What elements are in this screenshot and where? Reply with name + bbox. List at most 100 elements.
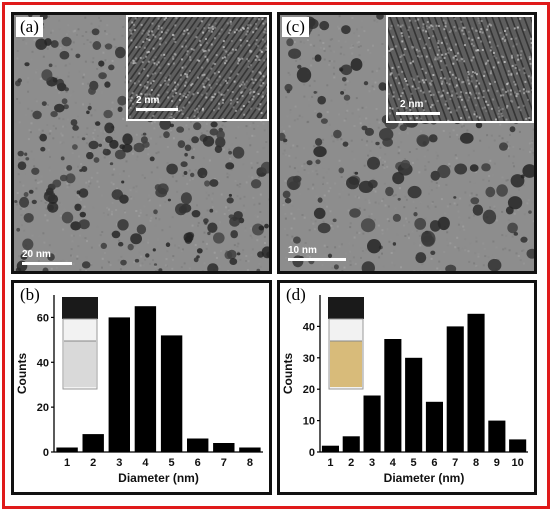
x-tick-label: 3 [369, 457, 375, 469]
nanoparticle [340, 64, 353, 76]
nanoparticle [379, 128, 394, 141]
nanoparticle [76, 190, 81, 195]
nanoparticle [35, 38, 48, 50]
inset-scale-bar-c [396, 112, 440, 115]
nanoparticle [100, 242, 108, 249]
nanoparticle [66, 165, 73, 171]
lattice-fringes-c [388, 17, 532, 121]
nanoparticle [342, 77, 347, 82]
nanoparticle [284, 83, 293, 92]
nanoparticle [520, 174, 525, 179]
nanoparticle [177, 140, 186, 148]
x-tick-label: 4 [390, 457, 397, 469]
nanoparticle [130, 233, 142, 245]
nanoparticle [191, 210, 201, 218]
nanoparticle [91, 28, 100, 36]
nanoparticle [28, 189, 34, 194]
nanoparticle [98, 143, 103, 147]
nanoparticle [209, 179, 219, 187]
nanoparticle [72, 125, 79, 131]
histogram-d: 1 2 3 4 5 6 7 8 9 10 0 10 20 30 40 Diameter (nm) Counts [281, 295, 528, 485]
nanoparticle [60, 156, 65, 161]
nanoparticle [175, 203, 187, 216]
nanoparticle [286, 176, 301, 191]
nanoparticle [134, 258, 140, 263]
x-tick-label: 3 [116, 457, 122, 469]
nanoparticle [333, 129, 342, 139]
histogram-bar [488, 420, 506, 452]
x-tick-label: 6 [431, 457, 437, 469]
nanoparticle [193, 122, 202, 131]
nanoparticle [104, 122, 115, 134]
nanoparticle [392, 172, 405, 185]
nanoparticle [319, 20, 330, 31]
nanoparticle [42, 267, 49, 271]
nanoparticle [445, 264, 457, 271]
nanoparticle [316, 112, 323, 119]
nanoparticle [154, 184, 162, 191]
y-tick-label: 40 [303, 321, 315, 333]
nanoparticle [227, 249, 237, 260]
y-tick-label: 40 [37, 357, 49, 369]
nanoparticle [264, 223, 269, 229]
nanoparticle [313, 91, 317, 94]
nanoparticle [341, 25, 351, 35]
x-tick-label: 1 [64, 457, 70, 469]
y-axis-label: Counts [281, 353, 295, 395]
histogram-bar [425, 401, 443, 452]
nanoparticle [180, 161, 188, 168]
nanoparticle [230, 230, 238, 239]
nanoparticle [103, 109, 113, 119]
y-axis-label: Counts [15, 353, 29, 395]
nanoparticle [510, 174, 525, 188]
inset-scale-label-a: 2 nm [136, 95, 160, 106]
nanoparticle [296, 67, 312, 83]
histogram-bar [82, 434, 104, 452]
nanoparticle [382, 137, 393, 147]
vial-photo [328, 297, 364, 390]
nanoparticle [19, 196, 30, 208]
nanoparticle [43, 191, 56, 202]
nanoparticle [526, 248, 534, 259]
nanoparticle [228, 150, 233, 155]
nanoparticle [485, 186, 496, 198]
nanoparticle [342, 141, 349, 147]
y-tick-label: 0 [309, 447, 315, 459]
nanoparticle [361, 261, 375, 271]
nanoparticle [115, 46, 126, 59]
nanoparticle [416, 134, 430, 147]
nanoparticle [142, 132, 147, 136]
histogram-bar [405, 357, 423, 452]
nanoparticle [413, 212, 418, 217]
nanoparticle [522, 164, 534, 178]
nanoparticle [202, 174, 206, 178]
x-axis-label: Diameter (nm) [384, 471, 465, 485]
y-tick-label: 10 [303, 416, 315, 428]
nanoparticle [103, 148, 108, 154]
nanoparticle [332, 218, 337, 223]
nanoparticle [261, 246, 269, 259]
histogram-bar [467, 313, 485, 452]
nanoparticle [24, 62, 30, 67]
nanoparticle [392, 213, 401, 222]
nanoparticle [520, 236, 528, 243]
nanoparticle [93, 157, 100, 163]
nanoparticle [376, 15, 384, 20]
nanoparticle [81, 166, 88, 172]
nanoparticle [313, 146, 327, 158]
x-tick-label: 5 [411, 457, 417, 469]
nanoparticle [52, 179, 62, 188]
nanoparticle [293, 236, 301, 244]
nanoparticle [207, 222, 218, 233]
x-tick-label: 9 [494, 457, 500, 469]
nanoparticle [315, 138, 323, 146]
nanoparticle [153, 263, 158, 266]
hrtem-inset-a: 2 nm [126, 15, 269, 121]
nanoparticle [70, 119, 78, 126]
nanoparticle [79, 169, 83, 172]
nanoparticle [118, 241, 124, 247]
nanoparticle [193, 257, 199, 263]
nanoparticle [421, 231, 432, 243]
panel-label-c: (c) [282, 17, 309, 37]
nanoparticle [136, 224, 147, 235]
